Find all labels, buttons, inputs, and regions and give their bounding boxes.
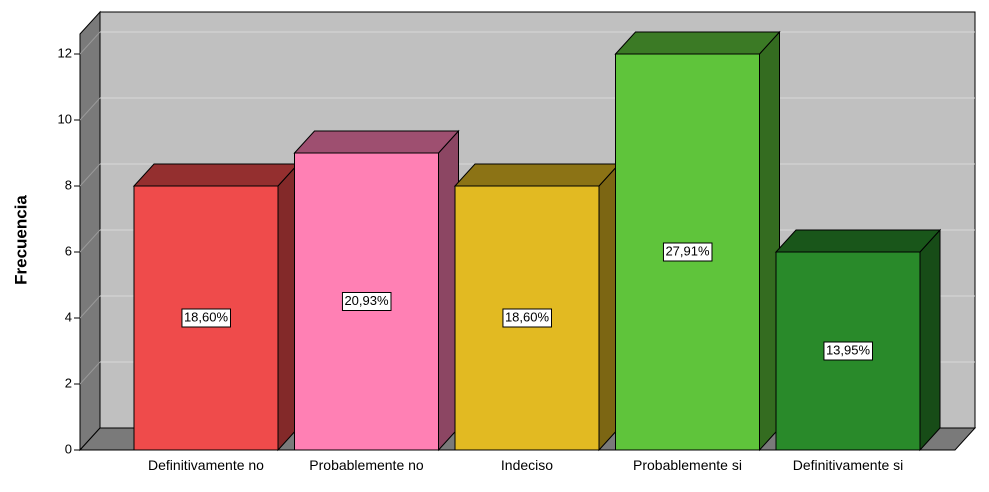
bar-top <box>614 31 781 55</box>
y-tick-label: 10 <box>58 111 72 126</box>
x-tick-label: Probablemente si <box>633 457 742 473</box>
bar-label-box <box>502 308 552 328</box>
grid-line <box>79 97 101 121</box>
bar-top <box>293 130 460 154</box>
bar-label: 18,60% <box>505 309 550 324</box>
bar-label-box <box>181 308 231 328</box>
bar-label-box <box>662 242 713 262</box>
grid-line <box>79 31 101 55</box>
y-tick-label: 0 <box>65 441 72 456</box>
grid-line <box>79 163 101 187</box>
bar-label: 20,93% <box>344 293 389 308</box>
bar-top <box>132 163 300 187</box>
bar-label: 27,91% <box>665 243 710 258</box>
grid-line <box>79 229 101 253</box>
x-tick-label: Indeciso <box>500 457 554 473</box>
x-tick-label: Probablemente no <box>309 457 424 473</box>
bar-side <box>919 228 941 452</box>
bar-label-box <box>341 292 392 311</box>
x-tick-label: Definitivamente si <box>792 457 904 473</box>
y-tick-label: 2 <box>65 375 72 390</box>
y-tick-label: 4 <box>65 309 72 324</box>
side-wall <box>79 10 101 452</box>
y-tick-label: 12 <box>58 45 72 60</box>
bar-label-box <box>823 341 873 361</box>
bar-top <box>774 229 942 253</box>
x-tick-label: Definitivamente no <box>148 457 264 473</box>
y-tick-label: 8 <box>65 177 72 192</box>
bar-label: 13,95% <box>826 342 871 357</box>
grid-line <box>79 361 101 385</box>
grid-line <box>79 295 101 319</box>
bar-top <box>453 163 621 187</box>
y-tick-label: 6 <box>65 243 72 258</box>
y-axis-label: Frecuencia <box>11 195 30 285</box>
bar-label: 18,60% <box>184 309 229 324</box>
